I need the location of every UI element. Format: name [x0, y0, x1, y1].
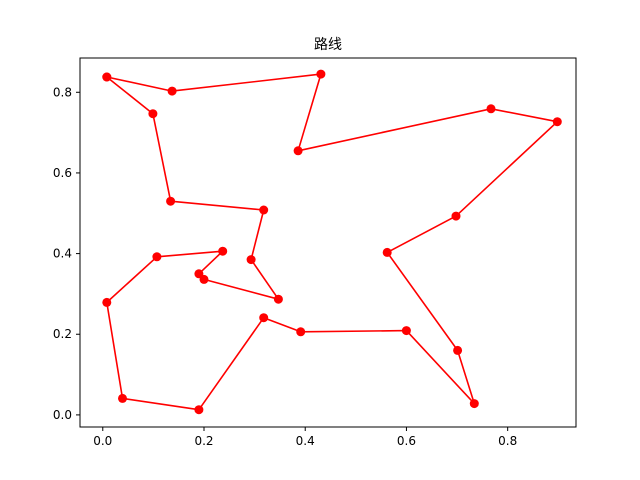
y-axis: 0.0 0.2 0.4 0.6 0.8 — [53, 85, 80, 422]
route-line — [106, 73, 559, 411]
route-point — [453, 345, 463, 355]
y-tick-label: 0.6 — [53, 166, 72, 180]
route-point — [148, 109, 158, 119]
route-point — [166, 196, 176, 206]
route-point — [102, 72, 112, 82]
chart-title: 路线 — [314, 37, 342, 53]
route-point — [102, 297, 112, 307]
route-point — [451, 211, 461, 221]
x-tick-label: 0.4 — [296, 434, 315, 448]
route-point — [401, 326, 411, 336]
route-point — [316, 69, 326, 79]
y-tick-label: 0.8 — [53, 85, 72, 99]
route-point — [199, 274, 209, 284]
y-tick-label: 0.4 — [53, 247, 72, 261]
x-tick-label: 0.2 — [194, 434, 213, 448]
x-tick-label: 0.6 — [397, 434, 416, 448]
route-point — [259, 205, 269, 215]
route-point — [486, 104, 496, 114]
route-point — [259, 313, 269, 323]
plot-area — [79, 57, 577, 428]
route-point — [246, 255, 256, 265]
route-point — [293, 146, 303, 156]
route-point — [382, 247, 392, 257]
route-point — [118, 393, 127, 403]
x-axis: 0.0 0.2 0.4 0.6 0.8 — [93, 427, 517, 448]
y-tick-label: 0.2 — [53, 327, 72, 341]
route-point — [273, 294, 283, 304]
route-point — [218, 246, 228, 256]
route-point — [296, 327, 306, 337]
x-tick-label: 0.0 — [93, 434, 112, 448]
route-point — [167, 86, 177, 96]
route-point — [194, 405, 204, 415]
route-point — [469, 399, 479, 409]
route-point — [152, 252, 162, 262]
series-layer — [102, 69, 562, 415]
x-tick-label: 0.8 — [498, 434, 517, 448]
y-tick-label: 0.0 — [53, 408, 72, 422]
route-point — [552, 117, 562, 127]
